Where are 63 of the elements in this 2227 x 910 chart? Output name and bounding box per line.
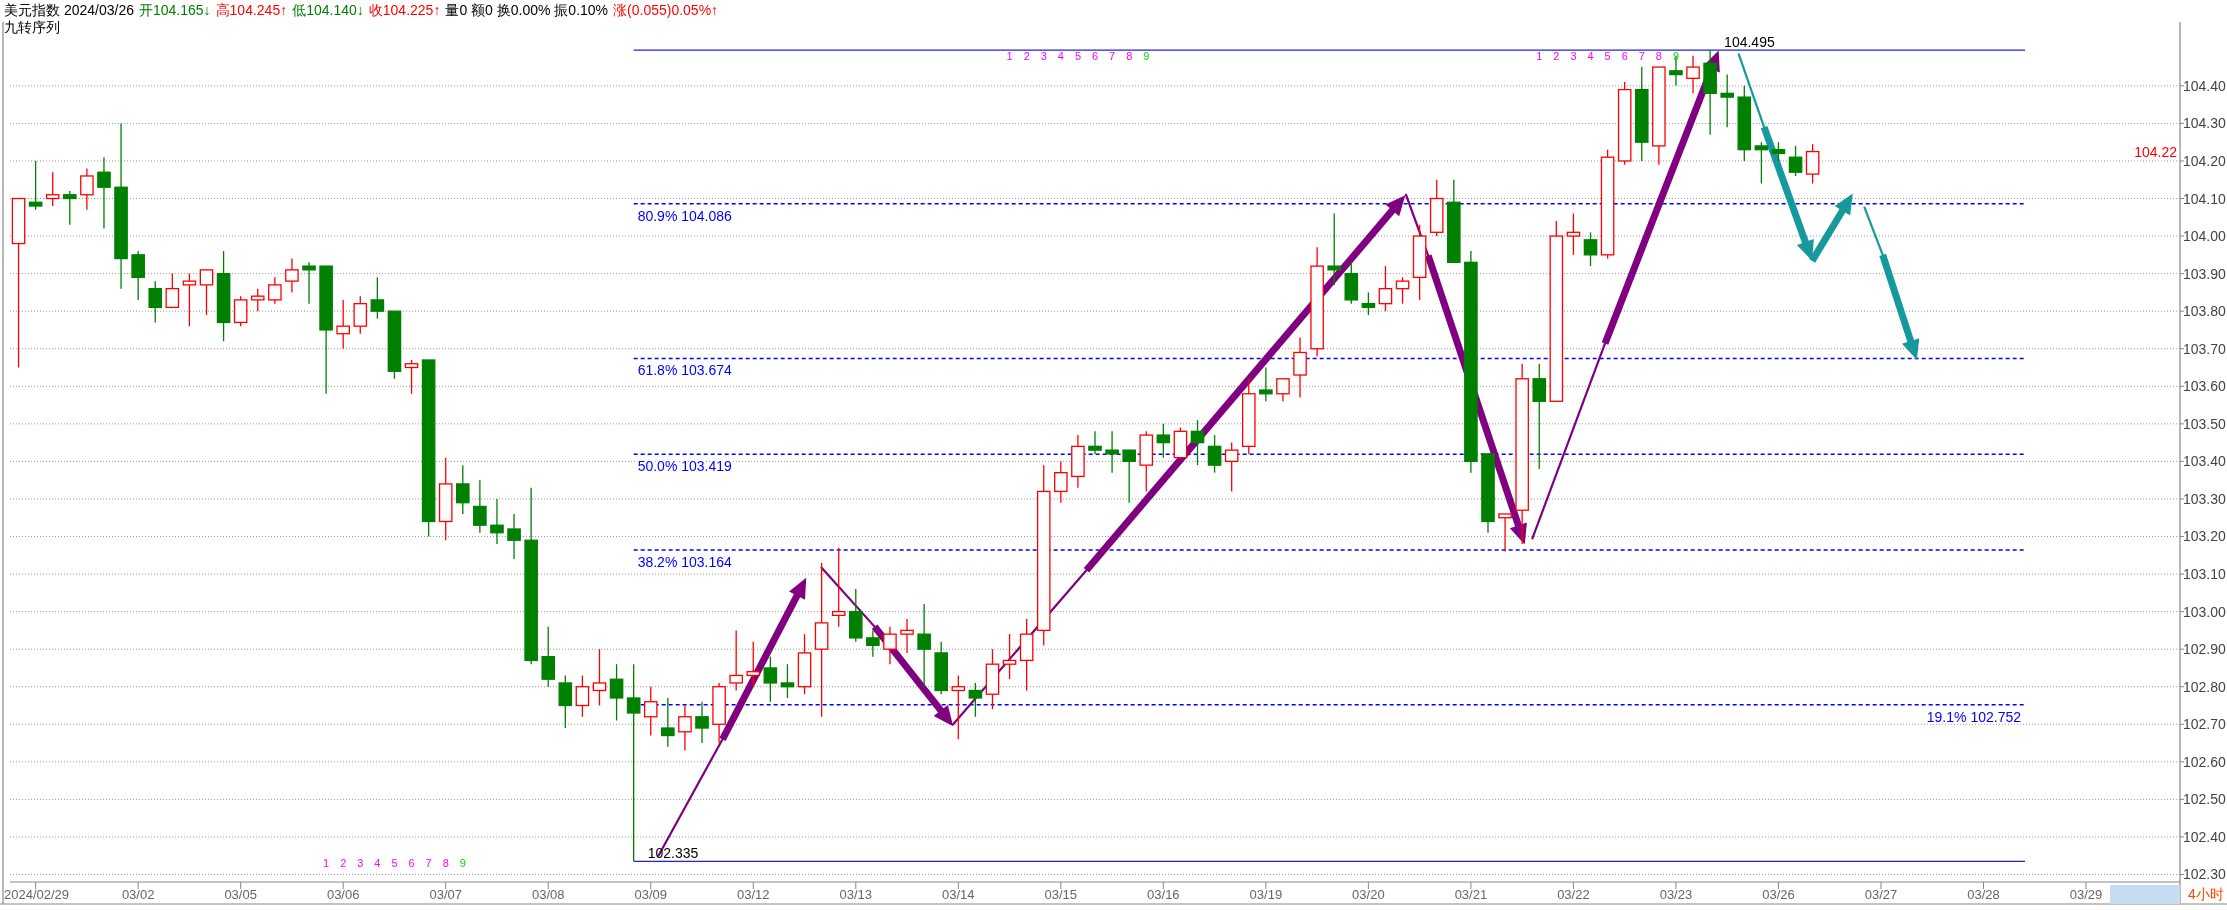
x-tick-label: 03/28	[1967, 887, 2000, 902]
annotation: 104.495	[1724, 34, 1775, 51]
text: 1 2 3 4 5 6 7 8 9	[1006, 49, 1150, 62]
y-tick-label: 103.80	[2183, 303, 2227, 320]
x-tick-label: 03/27	[1864, 887, 1898, 902]
text: 高104.245↑	[215, 2, 288, 18]
y-tick-label: 102.30	[2183, 866, 2227, 883]
y-tick-label: 103.30	[2183, 490, 2227, 507]
y-tick-label: 103.70	[2183, 340, 2227, 357]
x-tick-label: 03/26	[1762, 887, 1795, 902]
y-tick-label: 102.70	[2183, 716, 2227, 733]
y-tick-label: 102.60	[2183, 753, 2227, 770]
y-tick-label: 103.40	[2183, 453, 2227, 470]
x-tick-label: 03/05	[224, 887, 257, 902]
text: 1 2 3 4 5 6 7 8 9	[323, 857, 466, 870]
x-tick-label: 2024/02/29	[4, 887, 70, 902]
x-tick-label: 03/12	[736, 887, 770, 902]
y-tick-label: 104.40	[2183, 77, 2227, 94]
x-tick-label: 03/29	[2069, 887, 2103, 902]
x-tick-label: 03/22	[1557, 887, 1590, 902]
ref-line-label: 80.9% 104.086	[637, 207, 733, 224]
text: 收104.225↑	[368, 2, 441, 18]
x-tick-label: 03/19	[1249, 887, 1283, 902]
ref-line-label: 38.2% 103.164	[637, 554, 733, 571]
ref-line-label: 19.1% 102.752	[1926, 708, 2022, 725]
text: 1 2 3 4 5 6 7 8 9	[1536, 49, 1680, 62]
y-tick-label: 103.60	[2183, 378, 2227, 395]
y-tick-label: 102.80	[2183, 678, 2227, 695]
chart-title: 美元指数 2024/03/26	[4, 2, 135, 18]
x-tick-label: 03/15	[1044, 887, 1078, 902]
annotation: 104.22	[2134, 143, 2178, 160]
y-tick-label: 103.90	[2183, 265, 2227, 282]
x-tick-label: 03/09	[634, 887, 668, 902]
annotation: 九转序列	[4, 19, 60, 35]
y-tick-label: 102.90	[2183, 641, 2227, 658]
text: 量0 额0 换0.00% 振0.10%	[445, 2, 609, 18]
x-tick-label: 03/06	[326, 887, 360, 902]
y-tick-label: 104.10	[2183, 190, 2227, 207]
y-tick-label: 104.30	[2183, 115, 2227, 132]
y-tick-label: 102.50	[2183, 791, 2227, 808]
annotation: 102.335	[647, 845, 699, 862]
ref-line-label: 50.0% 103.419	[637, 458, 733, 475]
ref-line-label: 61.8% 103.674	[637, 362, 733, 379]
y-tick-label: 103.10	[2183, 566, 2227, 583]
x-tick-label: 03/07	[429, 887, 462, 902]
x-tick-label: 03/08	[531, 887, 565, 902]
x-tick-label: 03/23	[1659, 887, 1693, 902]
text: 涨(0.055)0.05%↑	[613, 2, 719, 18]
x-tick-label: 03/21	[1454, 887, 1488, 902]
x-tick-label: 03/13	[839, 887, 873, 902]
y-tick-label: 103.50	[2183, 415, 2227, 432]
x-tick-label: 03/16	[1147, 887, 1180, 902]
y-tick-label: 103.00	[2183, 603, 2227, 620]
text: 低104.140↓	[292, 2, 364, 18]
x-tick-label: 03/14	[942, 887, 975, 902]
text: 4小时	[2188, 886, 2224, 902]
y-tick-label: 104.00	[2183, 228, 2227, 245]
y-tick-label: 103.20	[2183, 528, 2227, 545]
x-tick-label: 03/02	[121, 887, 155, 902]
text: 开104.165↓	[138, 2, 211, 18]
y-tick-label: 104.20	[2183, 152, 2227, 169]
y-tick-label: 102.40	[2183, 828, 2227, 845]
x-tick-label: 03/20	[1352, 887, 1385, 902]
